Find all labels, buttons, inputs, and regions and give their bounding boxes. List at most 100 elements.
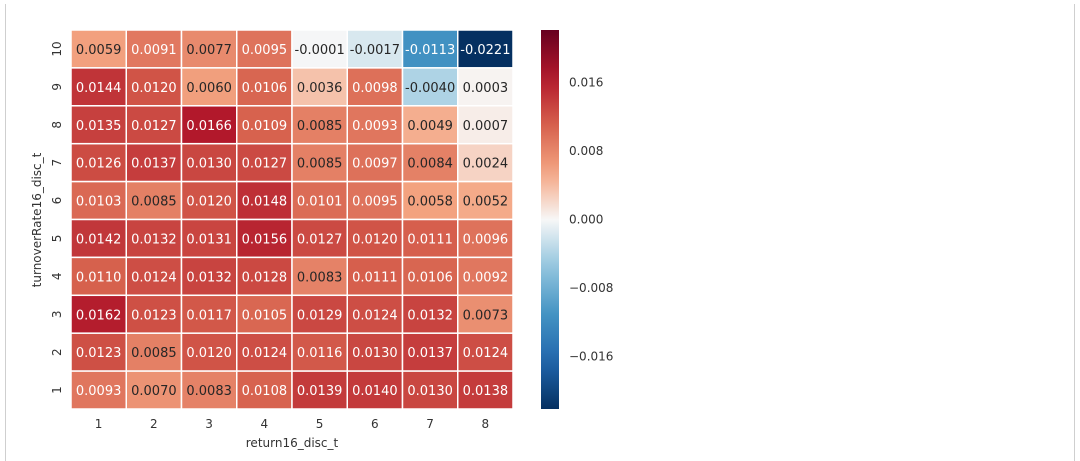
heatmap-cell-value: -0.0113 bbox=[405, 43, 455, 58]
heatmap-cell-value: 0.0111 bbox=[352, 270, 398, 285]
heatmap-cell bbox=[346, 256, 404, 297]
heatmap-cell-value: 0.0110 bbox=[76, 270, 122, 285]
heatmap-cell bbox=[291, 105, 348, 145]
heatmap-cell-value: 0.0124 bbox=[463, 346, 509, 361]
heatmap-cell bbox=[401, 370, 459, 410]
y-axis-label: turnoverRate16_disc_t bbox=[30, 152, 44, 287]
y-tick-label: 8 bbox=[50, 121, 64, 129]
heatmap-cell bbox=[125, 67, 183, 107]
y-tick-label: 2 bbox=[50, 348, 64, 356]
heatmap-cell bbox=[70, 29, 127, 69]
heatmap-cell-value: 0.0120 bbox=[352, 232, 398, 247]
x-tick-label: 1 bbox=[95, 417, 103, 431]
y-tick-label: 4 bbox=[50, 273, 64, 281]
heatmap-cell-value: 0.0111 bbox=[407, 232, 453, 247]
heatmap-cell-value: 0.0109 bbox=[242, 119, 288, 134]
heatmap-cell-value: 0.0131 bbox=[186, 232, 232, 247]
heatmap-cell bbox=[180, 332, 238, 372]
heatmap-cell-value: 0.0124 bbox=[352, 308, 398, 323]
heatmap-cell bbox=[236, 370, 293, 410]
colorbar-tick-label: 0.016 bbox=[569, 75, 603, 89]
heatmap-cell bbox=[346, 370, 404, 410]
y-tick-labels: 10 9 8 7 6 5 4 3 2 1 bbox=[50, 41, 64, 394]
heatmap-cell bbox=[125, 218, 183, 259]
heatmap-cell bbox=[291, 370, 348, 410]
heatmap-cell bbox=[346, 105, 404, 145]
heatmap-cell bbox=[401, 256, 459, 297]
heatmap-cell-value: 0.0128 bbox=[242, 270, 288, 285]
heatmap-cell-value: 0.0137 bbox=[407, 346, 453, 361]
heatmap-cell-value: 0.0130 bbox=[407, 384, 453, 399]
heatmap-cell-value: 0.0127 bbox=[297, 232, 343, 247]
y-tick-label: 7 bbox=[50, 159, 64, 167]
y-tick-label: 9 bbox=[50, 83, 64, 91]
heatmap-cell bbox=[125, 142, 183, 183]
heatmap-cell-value: 0.0101 bbox=[297, 195, 343, 210]
heatmap-cell-value: -0.0040 bbox=[405, 81, 455, 96]
heatmap-cell-value: 0.0126 bbox=[76, 157, 122, 172]
heatmap-cell-value: 0.0139 bbox=[297, 384, 343, 399]
heatmap-cell-value: 0.0093 bbox=[352, 119, 398, 134]
heatmap-cell-value: 0.0093 bbox=[76, 384, 122, 399]
heatmap-cell bbox=[346, 218, 404, 259]
heatmap-cell bbox=[180, 370, 238, 410]
x-tick-labels: 1 2 3 4 5 6 7 8 bbox=[95, 417, 489, 431]
y-tick-label: 10 bbox=[50, 41, 64, 56]
heatmap-cell-value: 0.0097 bbox=[352, 157, 398, 172]
colorbar-tick-label: −0.016 bbox=[569, 350, 613, 364]
heatmap-cell-value: 0.0077 bbox=[186, 43, 232, 58]
heatmap-cell-value: 0.0049 bbox=[407, 119, 453, 134]
heatmap-cell-value: 0.0132 bbox=[407, 308, 453, 323]
heatmap-cell-value: 0.0052 bbox=[463, 195, 509, 210]
colorbar-tick-label: 0.008 bbox=[569, 144, 603, 158]
heatmap-cell bbox=[291, 294, 348, 334]
heatmap-cell-value: 0.0007 bbox=[463, 119, 509, 134]
x-tick-label: 7 bbox=[426, 417, 434, 431]
colorbar bbox=[541, 30, 559, 409]
heatmap-cell-value: 0.0095 bbox=[242, 43, 288, 58]
heatmap-cell bbox=[236, 67, 293, 107]
heatmap-cell bbox=[457, 332, 514, 372]
heatmap-cell-value: 0.0120 bbox=[186, 346, 232, 361]
heatmap-cell bbox=[457, 29, 514, 69]
heatmap-cell-value: 0.0116 bbox=[297, 346, 343, 361]
heatmap-cell-value: 0.0120 bbox=[186, 195, 232, 210]
x-tick-label: 2 bbox=[150, 417, 158, 431]
heatmap-cell bbox=[70, 370, 127, 410]
heatmap-cell bbox=[236, 29, 293, 69]
y-tick-label: 6 bbox=[50, 197, 64, 205]
heatmap-cell bbox=[346, 142, 404, 183]
heatmap-cell-value: 0.0060 bbox=[186, 81, 232, 96]
heatmap-cell-value: 0.0156 bbox=[242, 232, 288, 247]
heatmap-cell-value: 0.0098 bbox=[352, 81, 398, 96]
heatmap-cell-value: 0.0085 bbox=[297, 157, 343, 172]
heatmap-cell-value: 0.0003 bbox=[463, 81, 509, 96]
heatmap-cell-value: 0.0085 bbox=[131, 195, 177, 210]
heatmap-cell-value: 0.0130 bbox=[186, 157, 232, 172]
heatmap-cell-value: 0.0083 bbox=[186, 384, 232, 399]
heatmap-cell-value: 0.0132 bbox=[131, 232, 177, 247]
heatmap-cell-value: -0.0001 bbox=[295, 43, 345, 58]
heatmap-cell-value: 0.0059 bbox=[76, 43, 122, 58]
heatmap-cell bbox=[346, 29, 404, 69]
heatmap-cell bbox=[457, 256, 514, 297]
heatmap-cell-value: 0.0036 bbox=[297, 81, 343, 96]
heatmap-cell-value: 0.0124 bbox=[242, 346, 288, 361]
x-axis-label: return16_disc_t bbox=[246, 436, 339, 450]
heatmap-cell-value: -0.0221 bbox=[460, 43, 510, 58]
heatmap-cell-value: 0.0108 bbox=[242, 384, 288, 399]
heatmap-cell-value: 0.0120 bbox=[131, 81, 177, 96]
heatmap-cell bbox=[180, 180, 238, 221]
heatmap-cell-value: 0.0127 bbox=[242, 157, 288, 172]
heatmap-cell-value: 0.0124 bbox=[131, 270, 177, 285]
heatmap-cell-value: 0.0091 bbox=[131, 43, 177, 58]
heatmap-cell-value: 0.0103 bbox=[76, 195, 122, 210]
heatmap-cell bbox=[236, 105, 293, 145]
y-tick-label: 5 bbox=[50, 235, 64, 243]
heatmap-cell-value: 0.0106 bbox=[242, 81, 288, 96]
heatmap-cell-value: 0.0132 bbox=[186, 270, 232, 285]
heatmap-cell-value: 0.0130 bbox=[352, 346, 398, 361]
heatmap-cell bbox=[125, 256, 183, 297]
heatmap-cell-value: 0.0083 bbox=[297, 270, 343, 285]
